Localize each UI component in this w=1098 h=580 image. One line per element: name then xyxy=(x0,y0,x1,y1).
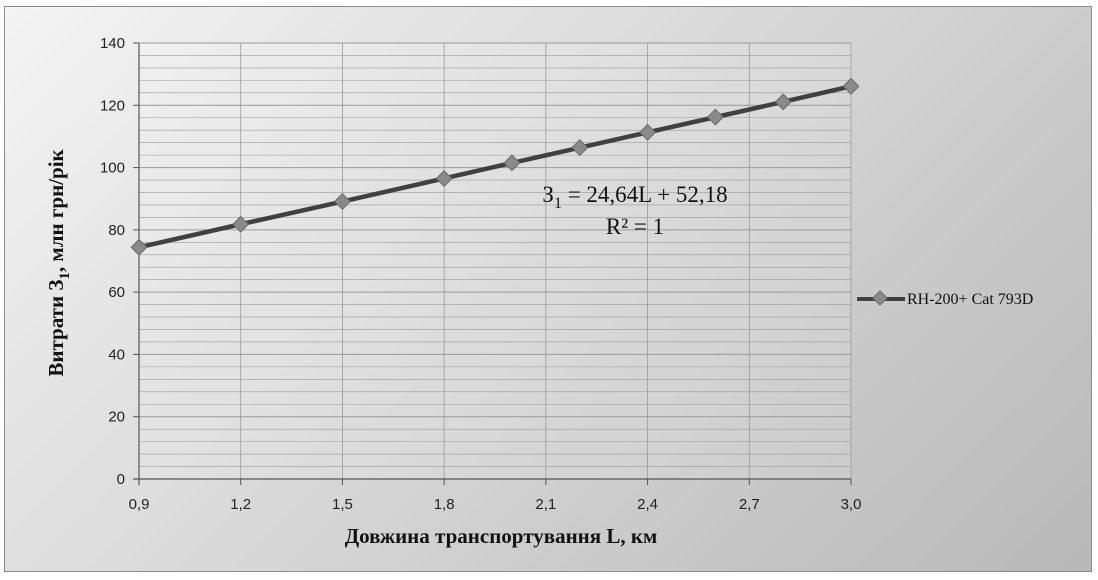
y-axis-title: Витрати З1, млн грн/рік xyxy=(44,148,73,376)
x-tick-label: 2,1 xyxy=(535,496,556,513)
r-squared-label: R² = 1 xyxy=(606,214,664,239)
data-point xyxy=(571,139,589,157)
y-tick-label: 80 xyxy=(108,222,125,239)
data-point xyxy=(435,169,453,187)
y-tick-label: 20 xyxy=(108,409,125,426)
y-tick-label: 0 xyxy=(117,471,125,488)
x-tick-label: 0,9 xyxy=(129,496,150,513)
x-tick-label: 3,0 xyxy=(841,496,862,513)
series xyxy=(130,77,860,256)
y-tick-label: 140 xyxy=(100,35,125,52)
y-tick-labels: 0 20 40 60 80 100 120 140 xyxy=(100,35,125,488)
data-point xyxy=(503,154,521,172)
data-point xyxy=(639,123,657,141)
x-tick-label: 1,5 xyxy=(332,496,353,513)
y-tick-label: 40 xyxy=(108,346,125,363)
y-tick-label: 60 xyxy=(108,284,125,301)
grid xyxy=(138,42,852,480)
y-tick-label: 120 xyxy=(100,97,125,114)
plot-area xyxy=(139,43,851,479)
legend-entry-label: RH-200+ Cat 793D xyxy=(907,291,1033,308)
x-tick-label: 1,2 xyxy=(230,496,251,513)
x-tick-label: 1,8 xyxy=(434,496,455,513)
data-point xyxy=(774,93,792,111)
chart-frame: 0 20 40 60 80 100 120 140 0,9 1,2 1,5 1,8 2,1 2,4 2,7… xyxy=(4,6,1092,572)
trendline-equation: З1 = 24,64L + 52,18 xyxy=(542,182,727,212)
data-point xyxy=(706,108,724,126)
x-tick-label: 2,4 xyxy=(637,496,658,513)
series-line xyxy=(138,84,852,250)
x-axis-title: Довжина транспортування L, км xyxy=(345,524,658,548)
x-tick-labels: 0,9 1,2 1,5 1,8 2,1 2,4 2,7 3,0 xyxy=(129,496,862,513)
data-point xyxy=(333,193,351,211)
axes xyxy=(133,42,852,485)
data-point xyxy=(232,215,250,233)
y-tick-label: 100 xyxy=(100,160,125,177)
x-tick-label: 2,7 xyxy=(739,496,760,513)
line-chart: 0 20 40 60 80 100 120 140 0,9 1,2 1,5 1,8 2,1 2,4 2,7… xyxy=(44,35,1033,548)
legend-marker-swatch xyxy=(872,290,888,306)
data-point xyxy=(130,238,148,256)
legend: RH-200+ Cat 793D xyxy=(857,290,1033,308)
data-point xyxy=(842,77,860,95)
